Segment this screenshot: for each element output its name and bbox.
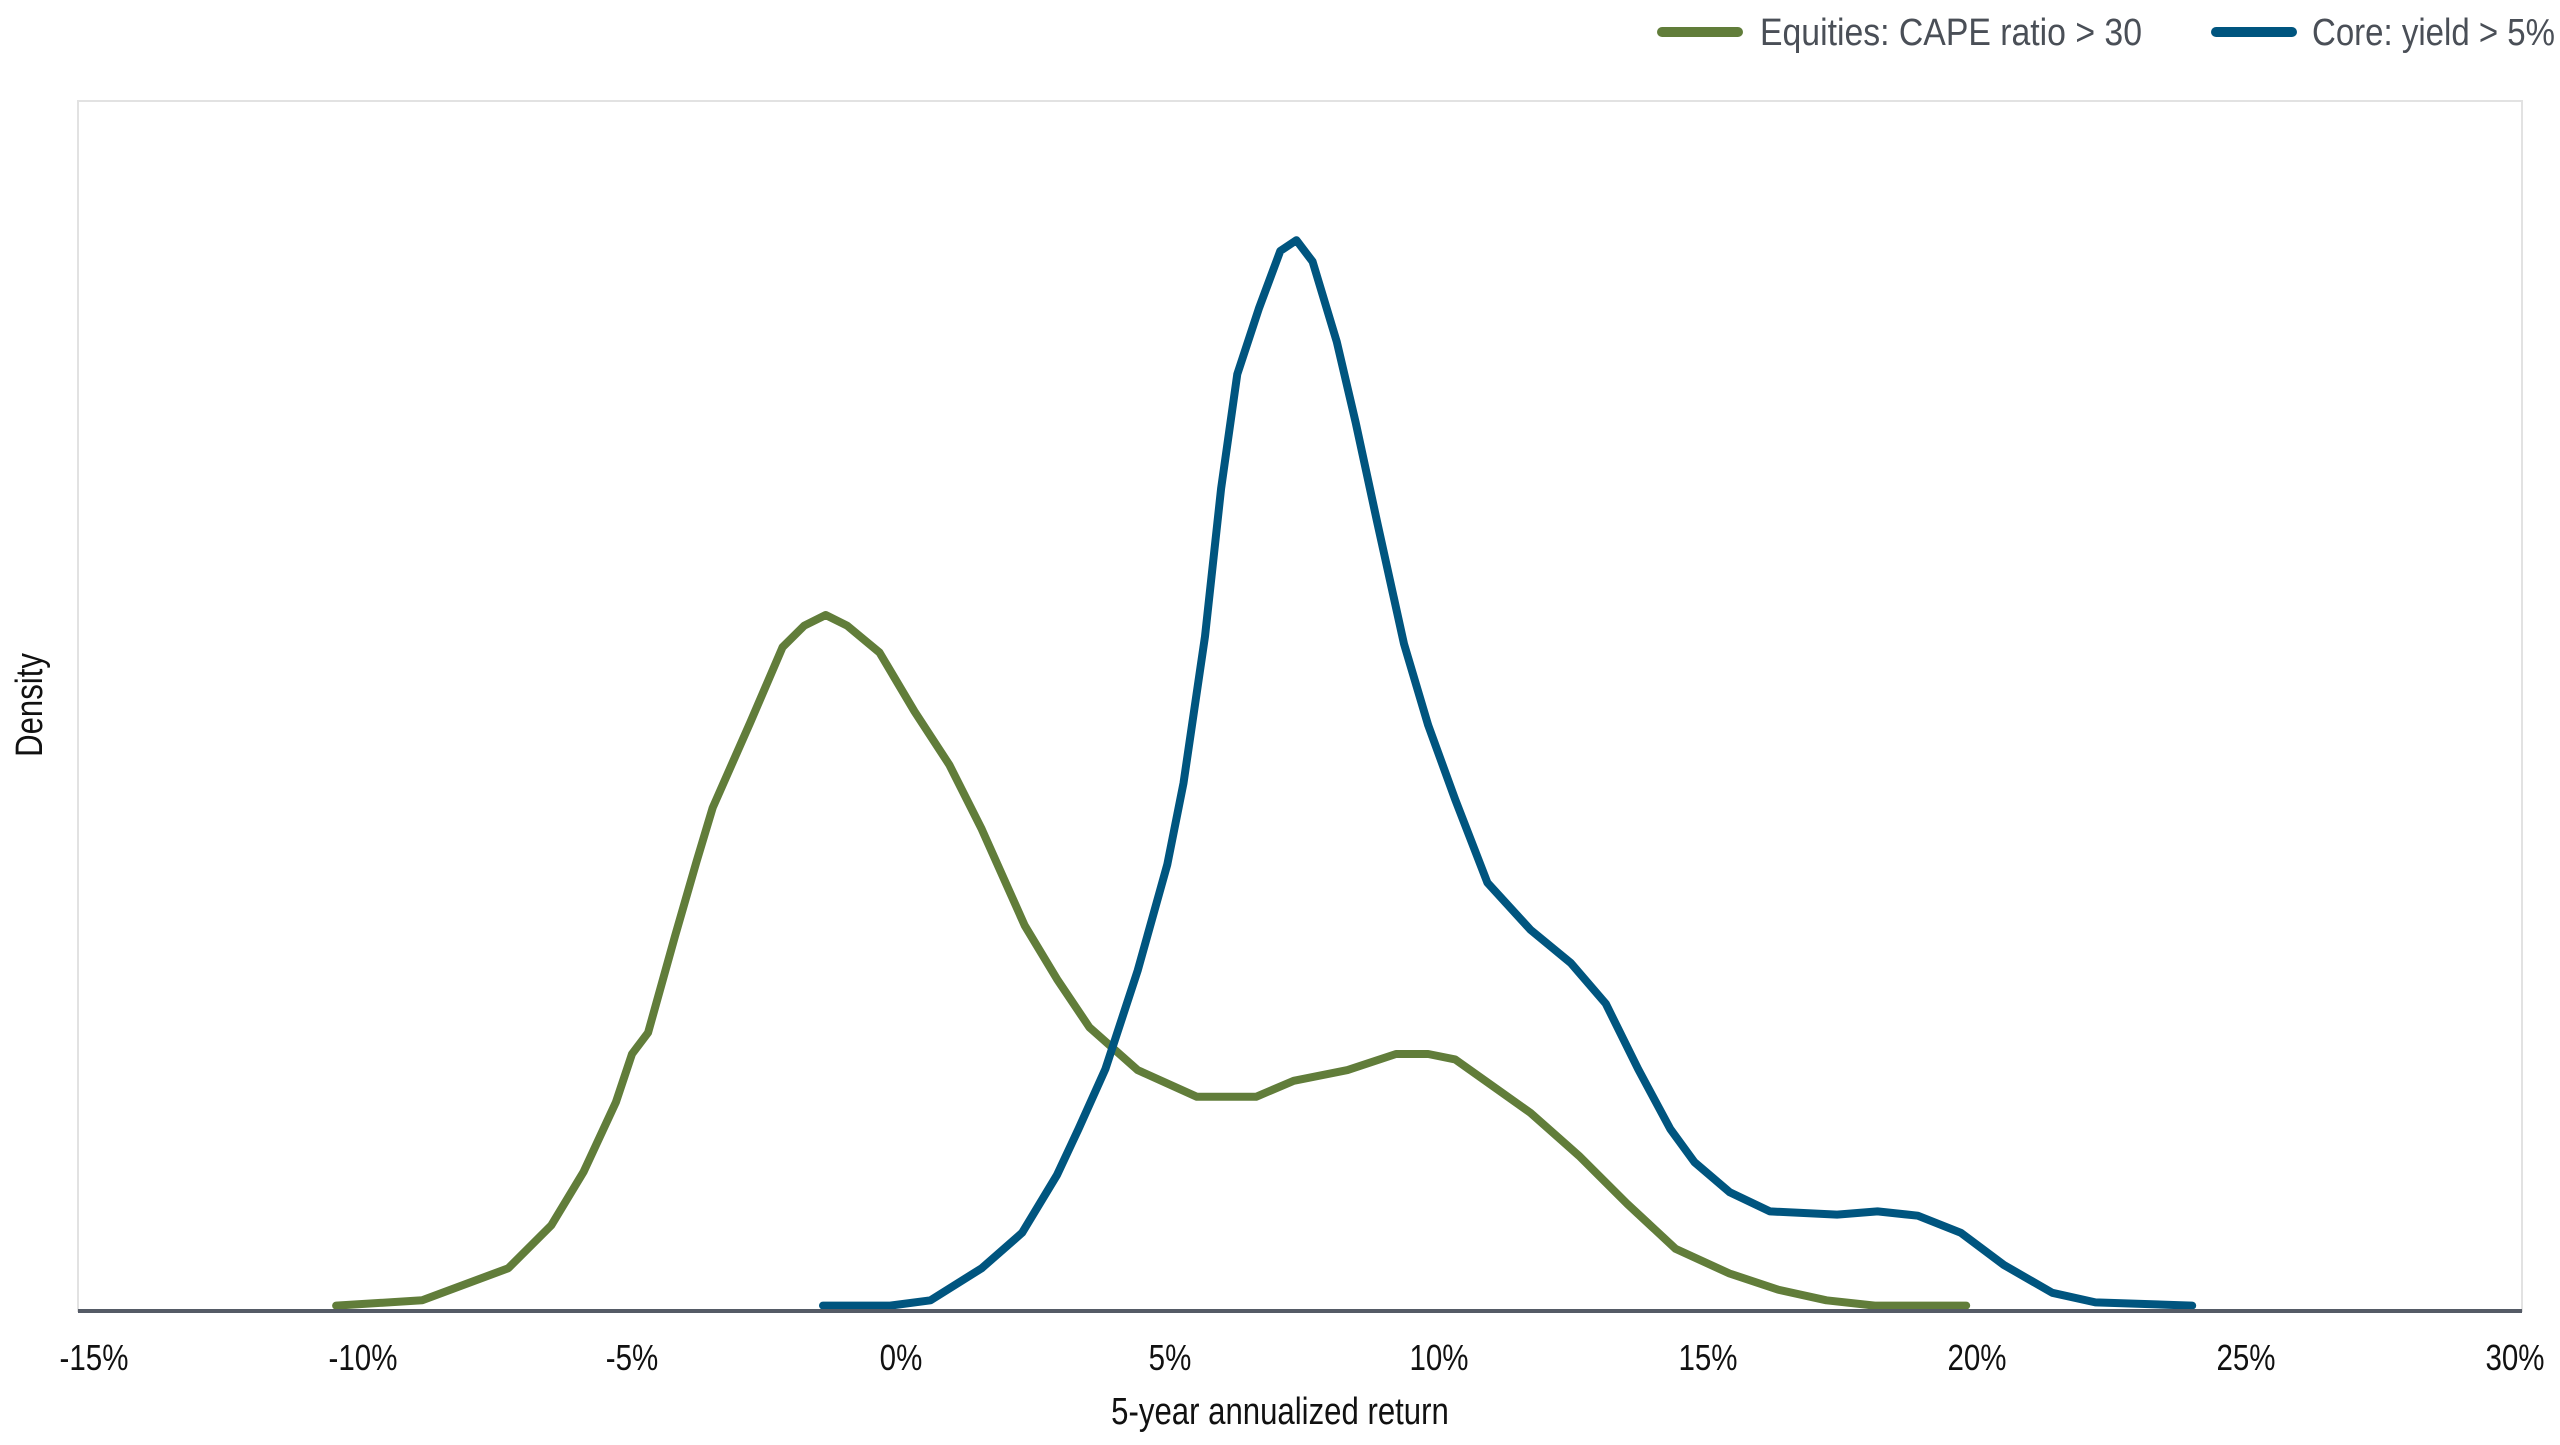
plot-frame xyxy=(77,100,2523,1312)
legend: Equities: CAPE ratio > 30 Core: yield > … xyxy=(1657,12,2555,54)
x-tick-label: 0% xyxy=(880,1337,923,1377)
x-tick-label: -10% xyxy=(329,1337,398,1377)
x-tick-label: -15% xyxy=(60,1337,129,1377)
legend-item-core[interactable]: Core: yield > 5% xyxy=(2211,12,2555,54)
x-tick-label: 30% xyxy=(2485,1337,2544,1377)
legend-item-equities[interactable]: Equities: CAPE ratio > 30 xyxy=(1657,12,2142,54)
series-layer xyxy=(332,236,2197,1310)
x-tick-label: 20% xyxy=(1947,1337,2006,1377)
x-tick-label: 5% xyxy=(1149,1337,1192,1377)
legend-label-core: Core: yield > 5% xyxy=(2312,12,2555,54)
x-tick-label: 25% xyxy=(2216,1337,2275,1377)
x-tick-label: 10% xyxy=(1409,1337,1468,1377)
series-line-equities xyxy=(332,611,1971,1310)
x-tick-labels: -15% -10% -5% 0% 5% 10% 15% 20% 25% 30% xyxy=(60,1337,2545,1377)
x-tick-label: 15% xyxy=(1678,1337,1737,1377)
legend-label-equities: Equities: CAPE ratio > 30 xyxy=(1760,12,2142,54)
x-axis-label: 5-year annualized return xyxy=(1111,1391,1449,1433)
x-tick-label: -5% xyxy=(606,1337,658,1377)
series-line-core xyxy=(819,236,2197,1310)
y-axis-label: Density xyxy=(9,653,51,757)
